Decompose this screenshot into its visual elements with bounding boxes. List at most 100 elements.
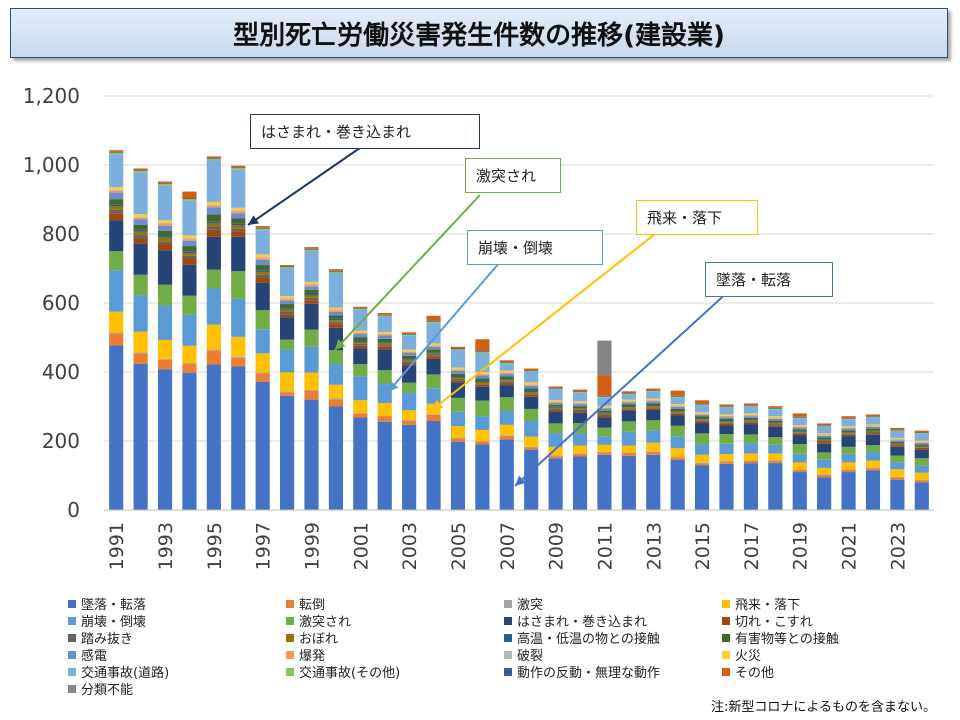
bar-segment <box>841 428 856 431</box>
bar-segment <box>157 183 173 184</box>
bar-segment <box>328 271 343 273</box>
bar-segment <box>499 370 514 373</box>
bar-segment <box>255 382 270 510</box>
bar-segment <box>865 470 881 510</box>
bar-segment <box>719 406 734 408</box>
bar-segment <box>865 428 881 431</box>
bar-segment <box>817 437 832 440</box>
bar-segment <box>255 372 270 374</box>
bar-segment <box>792 435 807 445</box>
bar-segment <box>572 453 588 454</box>
bar-segment <box>524 449 539 510</box>
bar-segment <box>328 320 343 323</box>
bar-segment <box>426 352 441 354</box>
bar-segment <box>402 365 417 383</box>
bar-segment <box>109 154 124 188</box>
bar-segment <box>621 455 636 510</box>
bar-segment <box>182 251 197 253</box>
bar-segment <box>377 415 392 417</box>
bar-segment <box>768 426 783 438</box>
bar-segment <box>133 243 148 275</box>
bar-segment <box>817 441 832 443</box>
bar-segment <box>524 436 539 447</box>
bar-segment <box>157 305 173 340</box>
bar-segment <box>646 400 661 402</box>
bar-segment <box>768 417 783 419</box>
bar-segment <box>597 410 612 413</box>
bar-segment <box>865 417 881 425</box>
bar-segment <box>304 289 319 295</box>
bar-segment <box>646 451 661 453</box>
legend-label: 飛来・落下 <box>735 598 801 613</box>
bar-segment <box>548 402 563 403</box>
bar-segment <box>182 314 197 346</box>
bar-segment <box>426 353 441 356</box>
legend-swatch <box>722 650 730 659</box>
bar-segment <box>792 418 807 426</box>
bar-segment <box>109 150 124 152</box>
bar-segment <box>231 225 246 229</box>
bar-segment <box>865 452 881 461</box>
legend-item: 爆発 <box>286 645 325 664</box>
bar-segment <box>402 419 417 421</box>
bar-segment <box>206 222 221 227</box>
bar-segment <box>255 227 270 229</box>
bar-segment <box>328 270 343 272</box>
legend-label: 高温・低温の物との接触 <box>517 632 660 647</box>
bar-segment <box>890 477 905 480</box>
bar-segment <box>768 460 783 462</box>
footnote: 注:新型コロナによるものを含まない。 <box>711 700 936 715</box>
bar-segment <box>572 453 588 457</box>
bar-segment <box>572 445 588 454</box>
legend-item: 転倒 <box>286 594 325 613</box>
bar-segment <box>304 249 319 251</box>
bar-segment <box>890 444 905 446</box>
legend-swatch <box>504 599 512 608</box>
bar-segment <box>304 285 319 287</box>
legend-label: 感電 <box>81 649 108 664</box>
bar-segment <box>353 308 368 310</box>
bar-segment <box>597 395 612 397</box>
bar-segment <box>377 343 392 346</box>
y-tick-label: 200 <box>42 429 80 453</box>
bar-segment <box>450 369 466 371</box>
bar-segment <box>206 214 221 222</box>
bar-segment <box>646 398 661 400</box>
bar-segment <box>670 411 685 413</box>
bar-segment <box>890 469 905 477</box>
bar-segment <box>621 407 636 409</box>
bar-segment <box>402 355 417 359</box>
bar-segment <box>499 373 514 375</box>
bar-segment <box>914 442 929 444</box>
bar-segment <box>817 425 832 426</box>
bar-segment <box>865 414 881 417</box>
bar-segment <box>841 462 856 470</box>
bar-segment <box>792 472 807 510</box>
bar-segment <box>572 392 588 402</box>
bar-segment <box>743 460 758 462</box>
bar-segment <box>475 441 490 445</box>
bar-segment <box>572 433 588 446</box>
bar-segment <box>743 419 758 421</box>
bar-segment <box>621 421 636 432</box>
bar-segment <box>768 423 783 425</box>
bar-segment <box>548 423 563 434</box>
bar-segment <box>450 348 466 350</box>
bar-segment <box>231 218 246 224</box>
y-tick-label: 1,000 <box>23 153 80 177</box>
bar-segment <box>914 446 929 448</box>
bar-segment <box>841 446 856 454</box>
x-tick-label: 1995 <box>204 522 226 570</box>
bar-segment <box>304 329 319 347</box>
bar-segment <box>353 364 368 377</box>
bar-segment <box>255 282 270 311</box>
bar-segment <box>792 433 807 436</box>
bar-segment <box>328 307 343 310</box>
bar-segment <box>890 479 905 510</box>
bar-segment <box>206 158 221 161</box>
bar-segment <box>743 405 758 406</box>
bar-segment <box>426 322 441 344</box>
bar-segment <box>133 168 148 171</box>
bar-segment <box>353 308 368 309</box>
